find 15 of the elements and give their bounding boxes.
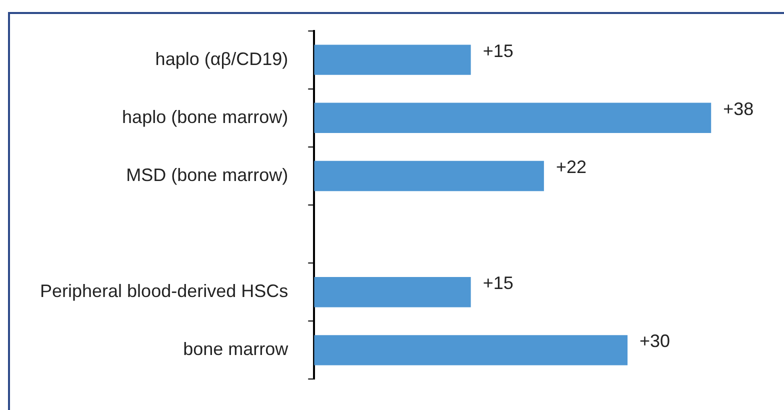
data-label: +30 (640, 331, 670, 352)
data-label: +38 (723, 98, 754, 119)
y-tick-label: haplo (αβ/CD19) (155, 48, 288, 69)
bar (314, 44, 471, 75)
y-tick-label: Peripheral blood-derived HSCs (40, 281, 288, 302)
y-tick-label: bone marrow (183, 339, 290, 360)
bar (314, 335, 628, 366)
bar (314, 102, 712, 133)
data-label: +15 (482, 273, 514, 294)
bar (314, 160, 544, 192)
data-label: +22 (556, 156, 587, 177)
y-tick-label: MSD (bone marrow) (126, 164, 288, 185)
y-tick-label: haplo (bone marrow) (122, 106, 288, 127)
bar (314, 277, 471, 308)
data-label: +15 (482, 40, 514, 61)
